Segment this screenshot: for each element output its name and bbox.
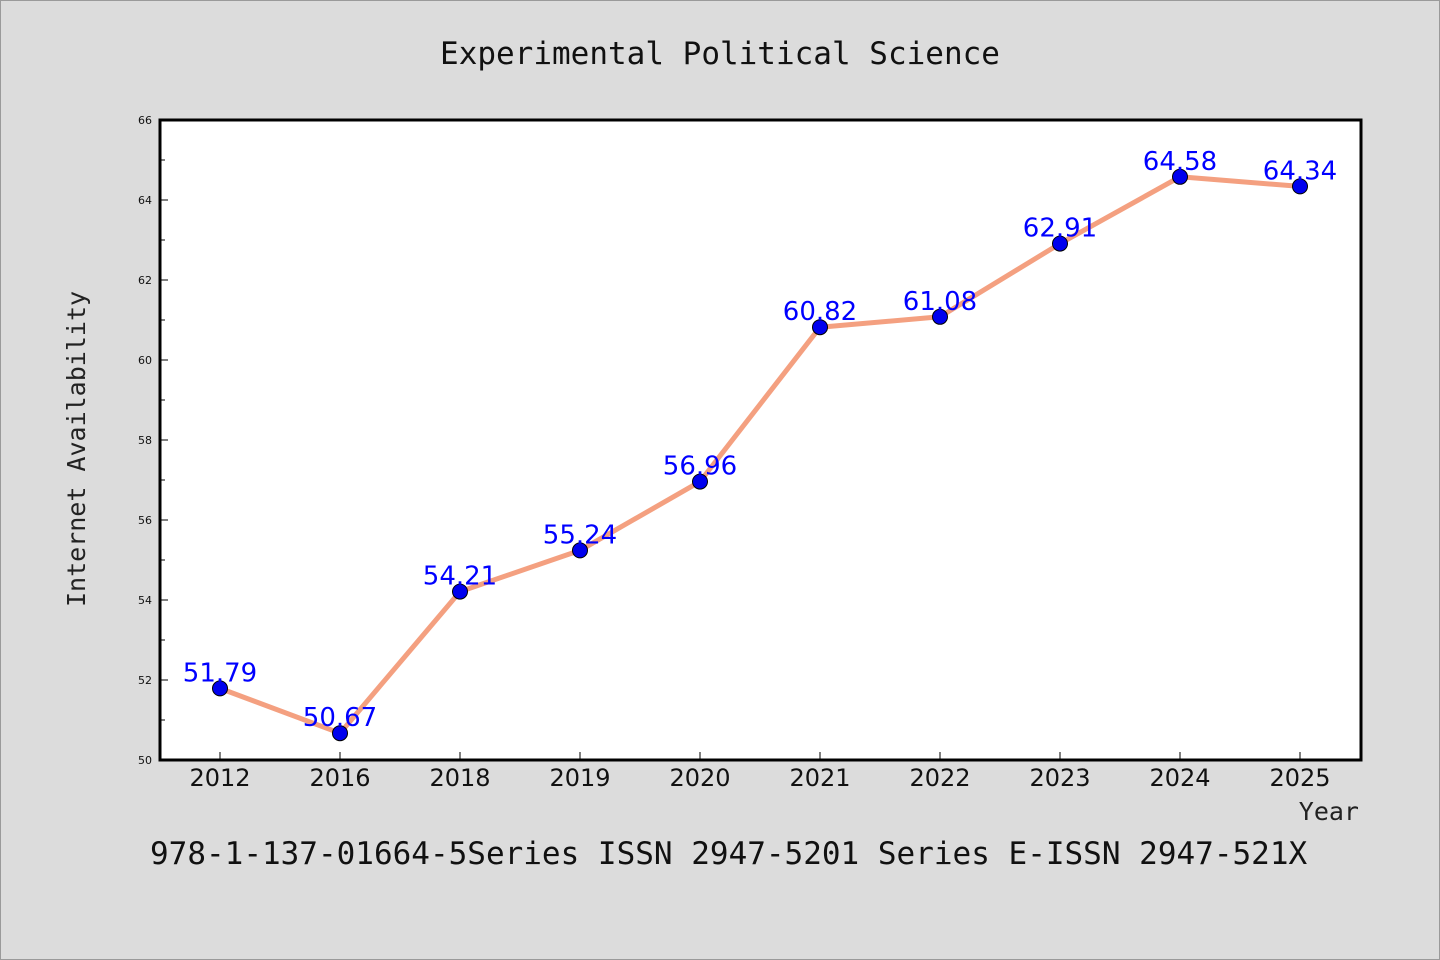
series-layer xyxy=(217,174,1303,736)
x-axis-label: Year xyxy=(1299,797,1359,826)
data-point-label: 56.96 xyxy=(663,452,737,482)
x-tick-label: 2016 xyxy=(309,764,370,792)
data-point-marker xyxy=(932,308,948,325)
data-point-label: 64.34 xyxy=(1263,156,1337,186)
data-point-label: 51.79 xyxy=(183,658,257,688)
y-axis-label: Internet Availability xyxy=(62,291,91,607)
y-tick-label: 58 xyxy=(138,434,152,447)
y-tick-label: 64 xyxy=(138,194,152,207)
data-point-marker xyxy=(692,473,708,490)
x-tick-label: 2018 xyxy=(429,764,490,792)
x-tick-label: 2022 xyxy=(909,764,970,792)
x-tick-label: 2012 xyxy=(189,764,250,792)
plot-area xyxy=(160,120,1361,760)
x-tick-label: 2019 xyxy=(549,764,610,792)
data-point-label: 60.82 xyxy=(783,297,857,327)
data-point-label: 64.58 xyxy=(1143,147,1217,177)
data-point-label: 62.91 xyxy=(1023,214,1097,244)
data-point-marker xyxy=(1292,178,1308,195)
data-point-label: 55.24 xyxy=(543,520,617,550)
data-point-marker xyxy=(452,583,468,600)
data-point-marker xyxy=(1172,168,1188,185)
series-line xyxy=(217,174,1303,736)
chart-title: Experimental Political Science xyxy=(440,36,1000,72)
x-tick-label: 2025 xyxy=(1269,764,1330,792)
x-axis: 2012 2016 2018 2019 2020 2021 2022 2023 2024 2025 xyxy=(189,752,1331,792)
y-tick-label: 62 xyxy=(138,274,152,287)
x-tick-label: 2024 xyxy=(1149,764,1210,792)
data-point-marker xyxy=(212,680,228,697)
data-label-layer: 51.79 50.67 54.21 55.24 56.96 60.82 61.08 62.91… xyxy=(183,147,1337,733)
data-point-label: 50.67 xyxy=(303,703,377,733)
x-tick-label: 2023 xyxy=(1029,764,1090,792)
footer-isbn-text: 978-1-137-01664-5Series ISSN 2947-5201 S… xyxy=(150,836,1307,872)
data-point-label: 54.21 xyxy=(423,562,497,592)
plot-border xyxy=(158,118,1363,762)
data-point-label: 61.08 xyxy=(903,287,977,317)
data-point-marker xyxy=(572,542,588,559)
data-point-marker xyxy=(812,319,828,336)
x-tick-label: 2021 xyxy=(789,764,850,792)
marker-layer xyxy=(212,168,1308,742)
y-tick-label: 66 xyxy=(138,114,152,127)
y-tick-label: 60 xyxy=(138,354,152,367)
data-point-marker xyxy=(332,725,348,742)
y-tick-label: 54 xyxy=(138,594,152,607)
x-tick-label: 2020 xyxy=(669,764,730,792)
y-tick-label: 52 xyxy=(138,674,152,687)
y-tick-label: 50 xyxy=(138,754,152,767)
y-tick-label: 56 xyxy=(138,514,152,527)
data-point-marker xyxy=(1052,235,1068,252)
